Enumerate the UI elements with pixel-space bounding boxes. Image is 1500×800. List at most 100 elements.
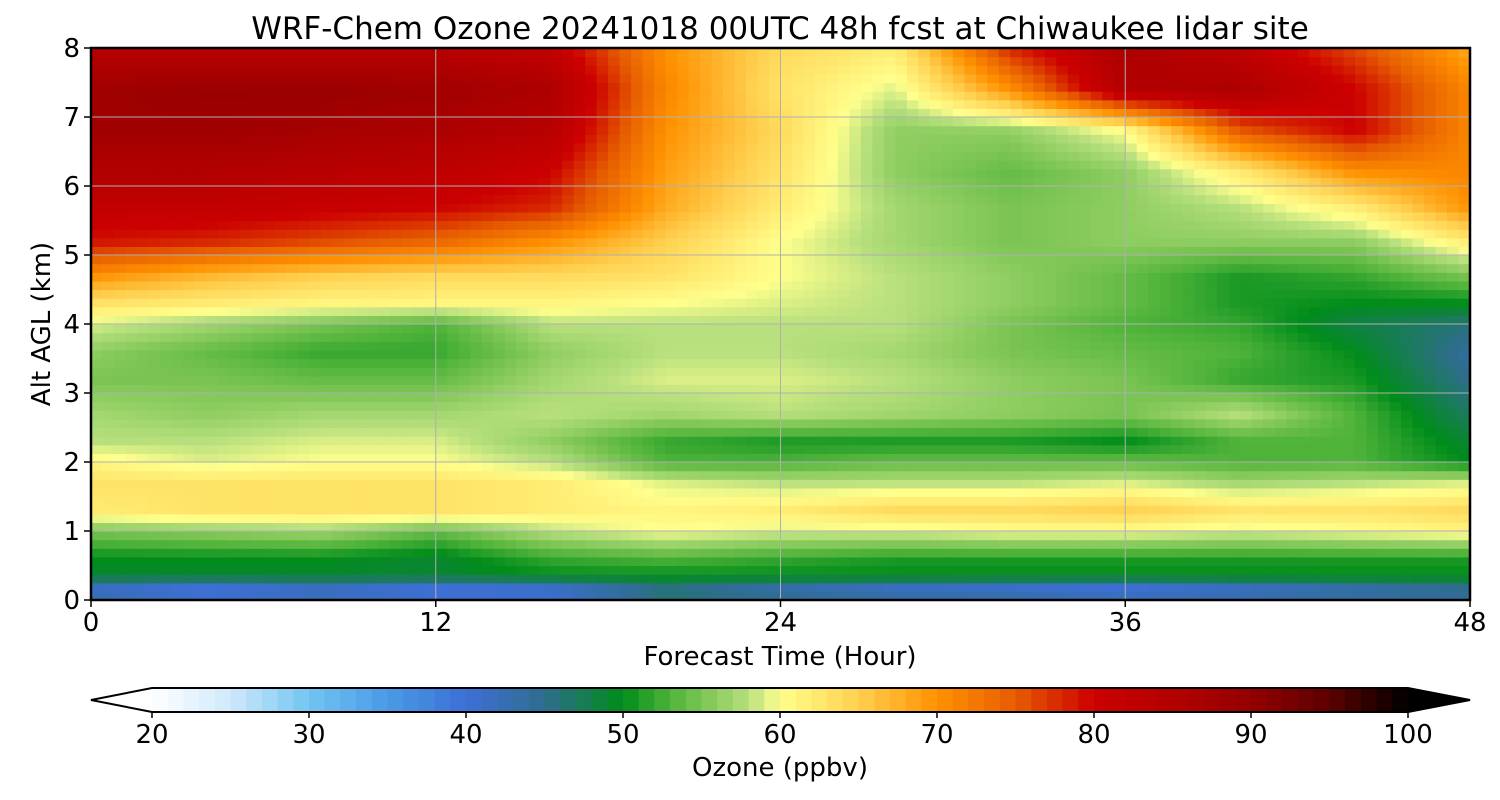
heat-cell	[539, 453, 552, 463]
heat-cell	[1067, 513, 1080, 523]
heat-cell	[113, 556, 127, 567]
heat-cell	[389, 453, 402, 463]
heat-cell	[1355, 513, 1368, 523]
heat-cell	[320, 367, 333, 377]
heat-cell	[1435, 574, 1448, 584]
heat-cell	[677, 384, 690, 394]
heat-cell	[1263, 384, 1276, 394]
heat-cell	[929, 505, 942, 515]
heat-cell	[964, 444, 977, 454]
heat-cell	[791, 487, 805, 498]
heat-cell	[562, 418, 575, 429]
heat-cell	[1021, 263, 1034, 273]
heat-cell	[389, 263, 402, 273]
heat-cell	[251, 548, 264, 558]
heat-cell	[424, 324, 437, 334]
heat-cell	[1044, 582, 1057, 592]
heat-cell	[435, 324, 448, 334]
heat-cell	[125, 349, 138, 360]
heat-cell	[1228, 462, 1241, 472]
heat-cell	[918, 479, 931, 489]
heat-cell	[1286, 479, 1299, 489]
heat-cell	[837, 513, 851, 523]
heat-cell	[251, 539, 264, 549]
heat-cell	[1010, 548, 1023, 558]
heat-cell	[1182, 513, 1195, 523]
heat-cell	[642, 479, 655, 489]
heat-cell	[791, 384, 805, 394]
heat-cell	[1125, 315, 1138, 325]
heat-cell	[217, 436, 230, 446]
heat-cell	[309, 556, 322, 567]
heat-cell	[228, 427, 241, 437]
heat-cell	[389, 410, 402, 420]
heat-cell	[837, 470, 851, 480]
heat-cell	[136, 453, 150, 463]
heat-cell	[849, 470, 862, 480]
heat-cell	[91, 444, 104, 454]
heat-cell	[1343, 255, 1356, 265]
heat-cell	[1217, 246, 1230, 256]
heat-cell	[1378, 246, 1391, 256]
heat-cell	[194, 367, 207, 377]
heat-cell	[205, 436, 219, 446]
heat-cell	[1366, 341, 1379, 351]
heat-cell	[125, 436, 138, 446]
heat-cell	[504, 470, 517, 480]
heat-cell	[1148, 289, 1161, 299]
heat-cell	[757, 358, 770, 368]
heat-cell	[343, 237, 356, 247]
heat-cell	[573, 384, 586, 394]
heat-cell	[1125, 272, 1138, 282]
heat-cell	[1056, 246, 1069, 256]
heat-cell	[711, 531, 724, 541]
heat-cell	[1194, 582, 1207, 592]
heat-cell	[757, 393, 770, 403]
heat-cell	[975, 349, 988, 360]
heat-cell	[1159, 306, 1172, 316]
heat-cell	[826, 298, 839, 308]
heat-cell	[205, 298, 219, 308]
heat-cell	[1366, 349, 1379, 360]
heat-cell	[688, 436, 701, 446]
heat-cell	[1194, 367, 1207, 377]
heat-cell	[1205, 582, 1218, 592]
heat-cell	[516, 289, 529, 299]
heat-cell	[573, 548, 586, 558]
heat-cell	[1401, 418, 1414, 429]
heat-cell	[493, 341, 506, 351]
heat-cell	[872, 367, 885, 377]
heat-cell	[458, 479, 471, 489]
heat-cell	[918, 272, 931, 282]
heat-cell	[734, 436, 747, 446]
heat-cell	[631, 487, 644, 498]
heat-cell	[1366, 470, 1379, 480]
heat-cell	[677, 505, 690, 515]
heat-cell	[780, 237, 793, 247]
heat-cell	[194, 384, 207, 394]
heat-cell	[113, 591, 127, 600]
heat-cell	[1044, 548, 1057, 558]
heat-cell	[769, 591, 782, 600]
heat-cell	[573, 315, 586, 325]
heat-cell	[814, 496, 828, 506]
heat-cell	[734, 505, 747, 515]
heat-cell	[447, 522, 460, 532]
heat-cell	[642, 462, 655, 472]
heat-cell	[125, 453, 138, 463]
heat-cell	[1125, 427, 1138, 437]
heat-cell	[585, 444, 598, 454]
heat-cell	[263, 306, 276, 316]
heat-cell	[608, 539, 621, 549]
heat-cell	[470, 505, 483, 515]
heat-cell	[1378, 470, 1391, 480]
heat-cell	[91, 324, 104, 334]
heat-cell	[883, 574, 897, 584]
heat-cell	[1263, 332, 1276, 342]
heat-cell	[493, 565, 506, 575]
heat-cell	[171, 410, 184, 420]
heat-cell	[159, 470, 173, 480]
heat-cell	[194, 453, 207, 463]
heat-cell	[263, 367, 276, 377]
heat-cell	[136, 401, 150, 411]
